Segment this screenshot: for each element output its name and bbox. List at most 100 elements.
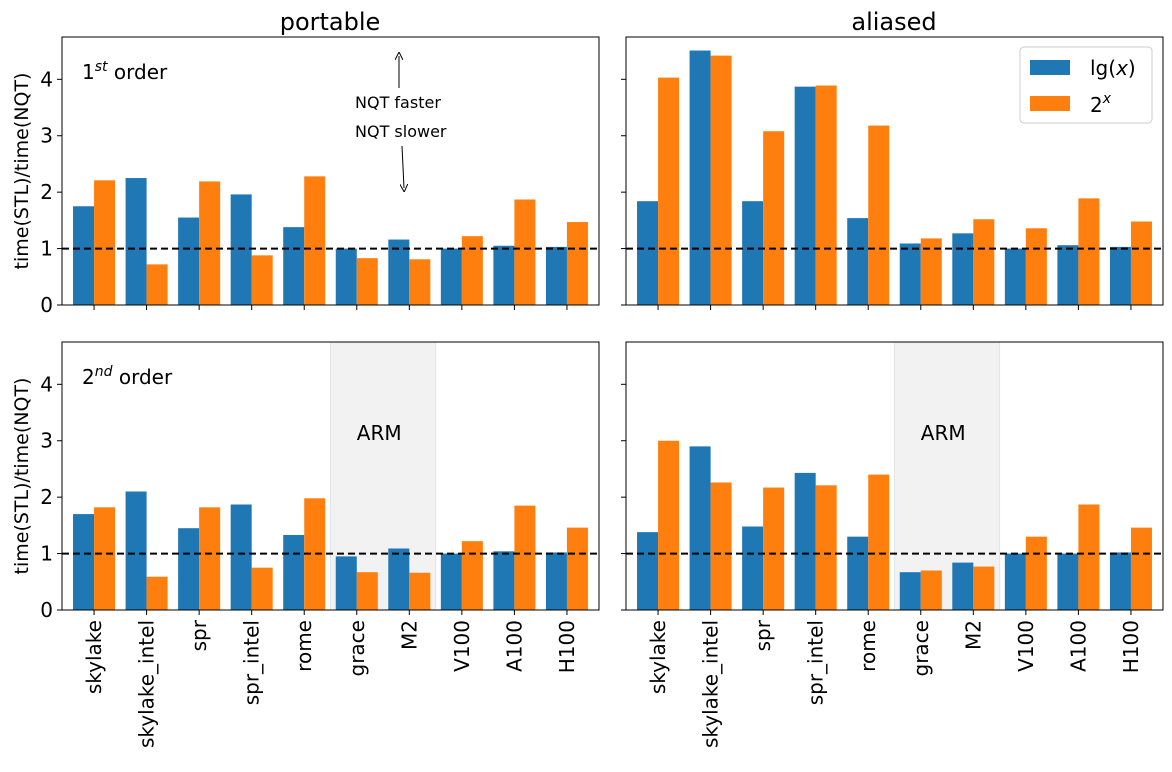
legend: lg(x)2x <box>1019 46 1153 124</box>
arrow-down <box>402 145 404 188</box>
x-tick-label: spr <box>751 619 775 651</box>
legend-lg-var: x <box>1115 56 1128 80</box>
legend-lg-suffix: ) <box>1128 56 1136 80</box>
bar-exp-V100 <box>461 236 483 305</box>
bar-exp-rome <box>868 474 890 610</box>
bar-lg-rome <box>283 534 305 610</box>
legend-exp-base: 2 <box>1090 93 1103 117</box>
y-axis-label-bottom: time(STL)/time(NQT) <box>11 378 33 575</box>
bar-lg-A100 <box>493 551 515 610</box>
x-tick-label: M2 <box>397 620 421 650</box>
x-tick-label: spr <box>187 619 211 651</box>
y-axis-label-top: time(STL)/time(NQT) <box>11 73 33 270</box>
bar-lg-skylake <box>73 206 95 305</box>
x-tick-label: V100 <box>1014 620 1038 672</box>
x-tick-label: rome <box>856 620 880 672</box>
bar-lg-H100 <box>1109 552 1131 610</box>
chart-panel-2: ARM 0 1 2 3 4 skylake skylake_intel spr spr_intel… <box>40 341 600 748</box>
bar-exp-rome <box>304 498 326 610</box>
bar-lg-A100 <box>493 245 515 305</box>
legend-lg-prefix: lg( <box>1090 56 1116 80</box>
bar-exp-M2 <box>973 566 995 610</box>
x-tick-label: spr_intel <box>804 620 828 705</box>
bar-exp-grace <box>920 570 942 610</box>
bar-exp-spr <box>199 181 221 305</box>
x-tick-label: H100 <box>1119 620 1143 673</box>
bar-lg-spr <box>742 526 764 610</box>
bar-exp-spr <box>199 507 221 610</box>
x-tick-label: M2 <box>961 620 985 650</box>
y-tick-label: 3 <box>40 429 53 453</box>
arm-label: ARM <box>357 421 402 445</box>
x-tick-label: grace <box>909 620 933 676</box>
bar-exp-skylake <box>94 507 116 610</box>
x-tick-label: A100 <box>502 620 526 672</box>
legend-label-lg: lg(x) <box>1090 56 1136 80</box>
bar-exp-A100 <box>1078 198 1100 305</box>
bar-lg-H100 <box>1109 246 1131 305</box>
bar-lg-grace <box>899 243 921 305</box>
x-tick-label: A100 <box>1066 620 1090 672</box>
bar-exp-M2 <box>409 572 431 610</box>
axes-frame <box>61 36 600 306</box>
x-tick-label: V100 <box>450 620 474 672</box>
bar-exp-A100 <box>1078 504 1100 610</box>
bar-exp-grace <box>356 258 378 305</box>
bar-exp-spr_intel <box>815 85 837 306</box>
row-label-superscript: nd <box>95 364 113 380</box>
bar-lg-spr_intel <box>794 472 816 610</box>
bar-exp-H100 <box>566 527 588 610</box>
bar-exp-V100 <box>1025 536 1047 610</box>
y-tick-label: 0 <box>40 598 53 622</box>
bar-lg-spr <box>178 217 200 305</box>
bar-lg-M2 <box>952 233 974 305</box>
bar-exp-spr <box>763 487 785 610</box>
bar-lg-skylake_intel <box>125 178 147 305</box>
y-tick-label: 2 <box>40 485 53 509</box>
bar-exp-skylake <box>94 180 116 305</box>
bar-lg-skylake_intel <box>689 446 711 610</box>
row-label-number: 1 <box>82 60 95 84</box>
row-label: 2nd order <box>82 364 173 389</box>
y-tick-label: 3 <box>40 124 53 148</box>
bar-exp-skylake_intel <box>146 576 168 610</box>
row-label-number: 2 <box>82 365 95 389</box>
bar-lg-M2 <box>952 562 974 610</box>
axes-frame <box>625 341 1164 611</box>
annotation-nqt-faster: NQT faster <box>355 93 441 112</box>
bar-lg-skylake_intel <box>125 491 147 610</box>
bar-exp-skylake_intel <box>146 264 168 305</box>
arm-label: ARM <box>921 421 966 445</box>
bar-exp-V100 <box>1025 228 1047 305</box>
bar-exp-H100 <box>1130 527 1152 610</box>
column-title-aliased: aliased <box>851 8 936 36</box>
y-tick-label: 1 <box>40 542 53 566</box>
bar-exp-rome <box>304 176 326 305</box>
axes-frame <box>61 341 600 611</box>
bar-exp-H100 <box>1130 221 1152 305</box>
bar-lg-spr_intel <box>794 86 816 305</box>
bar-lg-H100 <box>545 246 567 305</box>
legend-exp-power: x <box>1102 91 1112 107</box>
y-tick-label: 2 <box>40 180 53 204</box>
bar-exp-spr_intel <box>251 255 273 305</box>
y-tick-label: 1 <box>40 237 53 261</box>
row-label-text: order <box>108 60 168 84</box>
bar-lg-M2 <box>388 239 410 305</box>
column-title-portable: portable <box>280 8 381 36</box>
bar-lg-H100 <box>545 552 567 610</box>
bar-exp-M2 <box>973 219 995 305</box>
bar-lg-skylake_intel <box>689 50 711 306</box>
x-tick-label: spr_intel <box>240 620 264 705</box>
chart-panel-1: lg(x)2x <box>621 36 1164 310</box>
bar-exp-rome <box>868 125 890 305</box>
legend-label-exp: 2x <box>1090 91 1112 117</box>
bar-lg-skylake <box>637 532 659 610</box>
y-tick-label: 0 <box>40 293 53 317</box>
bar-exp-skylake <box>658 77 680 305</box>
row-label: 1st order <box>82 59 168 84</box>
bar-lg-M2 <box>388 548 410 610</box>
bar-lg-spr_intel <box>230 194 252 305</box>
bar-lg-spr <box>742 201 764 305</box>
